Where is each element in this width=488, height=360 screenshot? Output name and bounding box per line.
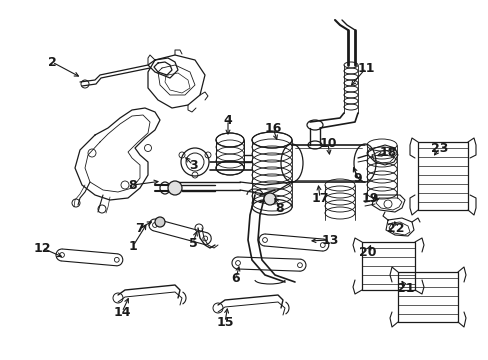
Text: 10: 10 [319,136,336,149]
Text: 22: 22 [386,221,404,234]
Text: 9: 9 [353,171,362,185]
Text: 2: 2 [47,55,56,68]
Text: 7: 7 [135,221,144,234]
Circle shape [264,193,275,205]
Text: 8: 8 [275,202,284,215]
Text: 11: 11 [357,62,374,75]
Text: 8: 8 [128,179,137,192]
Text: 1: 1 [128,239,137,252]
Text: 4: 4 [223,113,232,126]
Text: 20: 20 [359,246,376,258]
Text: 18: 18 [379,145,396,158]
Text: 13: 13 [321,234,338,247]
Text: 16: 16 [264,122,281,135]
Circle shape [155,217,164,227]
Text: 5: 5 [188,237,197,249]
Text: 17: 17 [311,192,328,204]
Text: 6: 6 [231,271,240,284]
Text: 12: 12 [33,242,51,255]
Circle shape [168,181,182,195]
Text: 3: 3 [188,158,197,171]
Text: 19: 19 [361,192,378,204]
Text: 15: 15 [216,315,233,328]
Text: 21: 21 [396,282,414,294]
Text: 14: 14 [113,306,130,319]
Text: 23: 23 [430,141,448,154]
